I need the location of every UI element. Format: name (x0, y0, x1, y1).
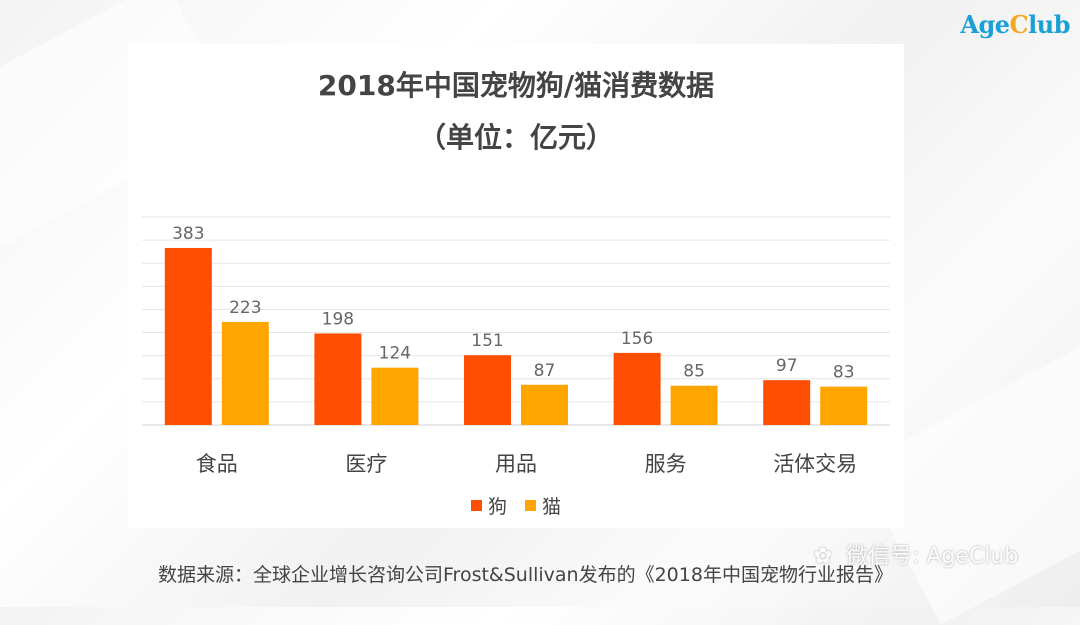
legend-label-dog: 狗 (487, 496, 507, 518)
legend-swatch-dog (470, 500, 482, 511)
wechat-id: 微信号: AgeClub (846, 544, 1019, 569)
category-label: 医疗 (345, 452, 387, 476)
data-label: 83 (833, 363, 855, 383)
chart-title: 2018年中国宠物狗/猫消费数据 (317, 69, 715, 102)
data-label: 85 (683, 362, 705, 382)
bar-dog (464, 355, 511, 425)
data-label: 124 (379, 344, 411, 364)
bar-cat (521, 384, 568, 425)
legend-item-cat: 猫 (525, 492, 561, 519)
data-source-note: 数据来源：全球企业增长咨询公司Frost&Sullivan发布的《2018年中国… (158, 564, 893, 586)
brand-logo: AgeClub (960, 10, 1070, 39)
legend-label-cat: 猫 (542, 496, 562, 518)
bar-chart: 383 223 食品 198 124 医疗 151 87 用品 156 85 服务 97 83 活体交易 (142, 216, 890, 476)
wechat-icon: ✿ (813, 544, 833, 569)
category-label: 食品 (196, 452, 238, 476)
data-label: 198 (322, 309, 354, 329)
bar-dog (164, 247, 212, 425)
category-label: 用品 (495, 452, 537, 476)
data-label: 156 (621, 329, 653, 349)
chart-subtitle: （单位：亿元） (417, 121, 614, 154)
legend-item-dog: 狗 (470, 492, 507, 519)
bar-cat (820, 386, 868, 425)
chart-legend: 狗 猫 (128, 492, 904, 519)
bar-dog (314, 333, 362, 425)
chart-panel: 2018年中国宠物狗/猫消费数据 （单位：亿元） 383 223 食品 198 124 医… (128, 44, 904, 528)
wechat-watermark: ✿ 微信号: AgeClub (808, 538, 1019, 570)
category-label: 活体交易 (773, 452, 857, 476)
data-label: 383 (172, 224, 204, 244)
data-label: 151 (471, 331, 503, 351)
legend-swatch-cat (525, 500, 537, 511)
bar-cat (670, 385, 718, 425)
bar-cat (371, 367, 419, 425)
bar-cat (221, 321, 269, 425)
bar-dog (613, 352, 661, 425)
category-label: 服务 (645, 452, 687, 476)
bar-dog (763, 380, 811, 425)
data-label: 97 (776, 356, 798, 376)
data-label: 87 (534, 361, 556, 381)
data-label: 223 (229, 298, 261, 318)
